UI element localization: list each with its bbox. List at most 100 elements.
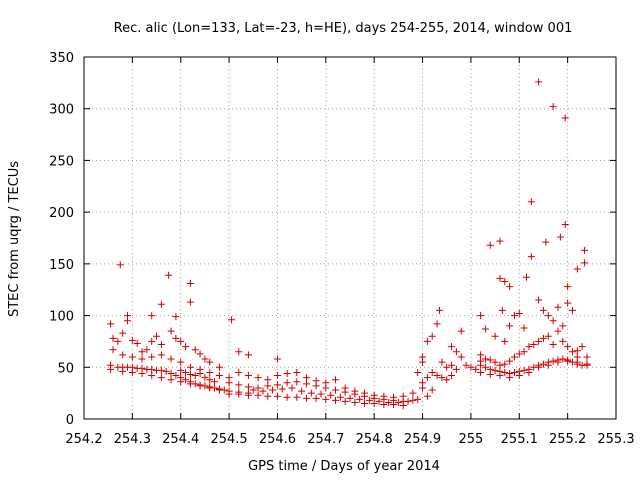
data-point [510,353,518,361]
data-point [215,386,223,394]
data-point [235,348,243,356]
data-point [496,274,504,282]
data-point [477,351,485,359]
x-tick-label: 254.8 [356,432,393,447]
data-point [341,384,349,392]
data-point [486,241,494,249]
data-point [573,358,581,366]
data-point [423,374,431,382]
data-point [535,296,543,304]
data-point [206,376,214,384]
data-point [573,265,581,273]
x-tick-label: 254.2 [65,432,102,447]
data-point [138,355,146,363]
data-point [535,78,543,86]
data-point [293,368,301,376]
data-point [481,325,489,333]
data-point [554,327,562,335]
data-point [515,310,523,318]
data-point [157,374,165,382]
y-tick-label: 300 [49,103,74,118]
data-point [172,313,180,321]
data-point [186,380,194,388]
data-point [107,320,115,328]
data-point [278,385,286,393]
data-point [481,363,489,371]
data-point [539,334,547,342]
data-point [423,337,431,345]
data-point [191,346,199,354]
x-tick-label: 254.3 [114,432,151,447]
data-point [564,343,572,351]
data-point [361,399,369,407]
data-point [157,341,165,349]
data-point [119,351,127,359]
data-point [211,378,219,386]
data-point [390,393,398,401]
data-point [273,355,281,363]
data-point [341,397,349,405]
data-point [523,273,531,281]
data-point [138,369,146,377]
data-point [394,398,402,406]
x-tick-label: 255 [458,432,483,447]
data-point [186,280,194,288]
data-point [177,378,185,386]
data-point [559,322,567,330]
data-point [554,358,562,366]
data-point [148,372,156,380]
data-point [157,300,165,308]
data-point [477,368,485,376]
data-point [561,114,569,122]
data-point [457,327,465,335]
data-point [525,343,533,351]
data-point [182,368,190,376]
x-tick-label: 255.3 [597,432,634,447]
x-tick-label: 254.4 [162,432,199,447]
data-point [491,366,499,374]
data-point [370,391,378,399]
data-point [186,371,194,379]
data-point [254,391,262,399]
data-point [375,397,383,405]
data-point [283,379,291,387]
data-point [404,397,412,405]
data-point [148,312,156,320]
data-point [167,369,175,377]
data-point [486,371,494,379]
data-point [235,381,243,389]
data-point [506,322,514,330]
data-point [254,384,262,392]
data-point [331,396,339,404]
data-point [167,376,175,384]
data-point [288,384,296,392]
data-point [535,363,543,371]
data-point [583,353,591,361]
data-point [336,393,344,401]
x-tick-label: 254.6 [259,432,296,447]
data-point [472,365,480,373]
data-point [433,372,441,380]
data-point [167,327,175,335]
data-point [264,382,272,390]
y-tick-label: 0 [66,413,74,428]
data-point [244,383,252,391]
data-point [264,376,272,384]
data-point [435,306,443,314]
data-point [162,367,170,375]
data-point [568,306,576,314]
data-point [201,374,209,382]
data-point [172,334,180,342]
data-point [578,343,586,351]
data-point [554,303,562,311]
data-point [148,353,156,361]
data-point [206,368,214,376]
data-point [496,237,504,245]
data-point [544,312,552,320]
data-point [568,348,576,356]
x-tick-label: 255.1 [501,432,538,447]
data-point [535,337,543,345]
grid [84,57,616,419]
data-point [312,394,320,402]
